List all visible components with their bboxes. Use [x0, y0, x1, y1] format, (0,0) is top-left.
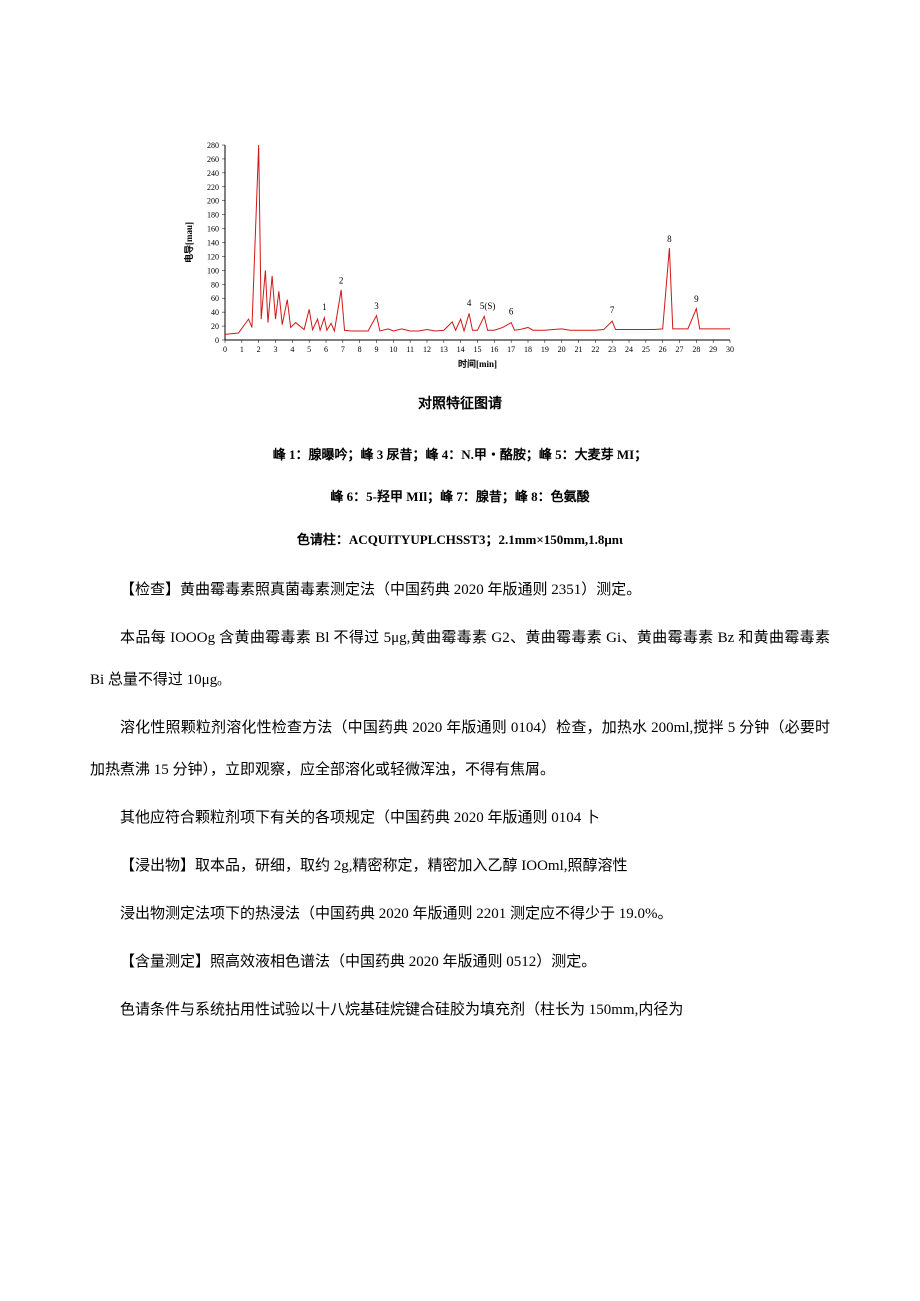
svg-text:8: 8 — [358, 345, 362, 354]
para-aflatoxin: 本品每 IOOOg 含黄曲霉毒素 Bl 不得过 5μg,黄曲霉毒素 G2、黄曲霉… — [90, 617, 830, 701]
svg-text:15: 15 — [474, 345, 482, 354]
svg-text:60: 60 — [211, 294, 219, 303]
svg-text:1: 1 — [240, 345, 244, 354]
svg-text:0: 0 — [223, 345, 227, 354]
para-extract-method: 浸出物测定法项下的热浸法（中国药典 2020 年版通则 2201 测定应不得少于… — [90, 893, 830, 935]
svg-text:28: 28 — [692, 345, 700, 354]
column-info: 色请柱：ACQUITYUPLCHSST3；2.1mm×150mm,1.8μnι — [90, 526, 830, 555]
svg-text:17: 17 — [507, 345, 515, 354]
para-extract: 【浸出物】取本品，研细，取约 2g,精密称定，精密加入乙醇 IOOml,照醇溶性 — [90, 845, 830, 887]
svg-text:时间[min]: 时间[min] — [458, 358, 497, 369]
svg-text:23: 23 — [608, 345, 616, 354]
svg-text:200: 200 — [207, 197, 219, 206]
svg-text:120: 120 — [207, 252, 219, 261]
svg-text:140: 140 — [207, 239, 219, 248]
svg-text:21: 21 — [575, 345, 583, 354]
svg-text:240: 240 — [207, 169, 219, 178]
svg-text:2: 2 — [257, 345, 261, 354]
peak-legend-2: 峰 6：5-羟甲 MIl；峰 7：腺昔；峰 8：色氨酸 — [90, 483, 830, 512]
svg-text:29: 29 — [709, 345, 717, 354]
svg-text:2: 2 — [339, 276, 344, 286]
svg-text:6: 6 — [324, 345, 328, 354]
svg-text:260: 260 — [207, 155, 219, 164]
svg-text:20: 20 — [558, 345, 566, 354]
svg-text:12: 12 — [423, 345, 431, 354]
chromatogram-chart: 0204060801001201401601802002202402602800… — [180, 140, 740, 370]
svg-text:5: 5 — [307, 345, 311, 354]
svg-text:180: 180 — [207, 211, 219, 220]
svg-text:25: 25 — [642, 345, 650, 354]
svg-text:160: 160 — [207, 225, 219, 234]
para-conditions: 色请条件与系统拈用性试验以十八烷基硅烷键合硅胶为填充剂（柱长为 150mm,内径… — [90, 989, 830, 1031]
svg-text:24: 24 — [625, 345, 633, 354]
svg-text:100: 100 — [207, 266, 219, 275]
svg-text:7: 7 — [341, 345, 345, 354]
svg-text:13: 13 — [440, 345, 448, 354]
svg-text:4: 4 — [290, 345, 294, 354]
svg-text:220: 220 — [207, 183, 219, 192]
para-assay: 【含量测定】照高效液相色谱法（中国药典 2020 年版通则 0512）测定。 — [90, 941, 830, 983]
svg-text:8: 8 — [667, 234, 672, 244]
svg-text:27: 27 — [676, 345, 684, 354]
peak-legend-1: 峰 1：腺曝吟；峰 3 尿昔；峰 4：N.甲・酪胺；峰 5：大麦芽 MI； — [90, 441, 830, 470]
svg-text:16: 16 — [490, 345, 498, 354]
svg-text:10: 10 — [389, 345, 397, 354]
svg-text:19: 19 — [541, 345, 549, 354]
svg-text:80: 80 — [211, 280, 219, 289]
para-solubility: 溶化性照颗粒剂溶化性检查方法（中国药典 2020 年版通则 0104）检查，加热… — [90, 707, 830, 791]
svg-text:30: 30 — [726, 345, 734, 354]
svg-text:3: 3 — [274, 345, 278, 354]
para-other: 其他应符合颗粒剂项下有关的各项规定（中国药典 2020 年版通则 0104 卜 — [90, 797, 830, 839]
chart-svg: 0204060801001201401601802002202402602800… — [180, 140, 740, 370]
svg-text:电导[mau]: 电导[mau] — [183, 222, 194, 263]
svg-text:11: 11 — [406, 345, 414, 354]
svg-text:20: 20 — [211, 322, 219, 331]
svg-text:18: 18 — [524, 345, 532, 354]
svg-text:3: 3 — [374, 301, 379, 311]
svg-text:9: 9 — [694, 294, 699, 304]
svg-text:4: 4 — [467, 298, 472, 308]
svg-text:22: 22 — [591, 345, 599, 354]
svg-text:14: 14 — [457, 345, 465, 354]
svg-text:5(S): 5(S) — [480, 301, 496, 311]
svg-text:1: 1 — [322, 302, 327, 312]
svg-text:6: 6 — [509, 306, 514, 316]
svg-text:0: 0 — [215, 336, 219, 345]
svg-text:7: 7 — [610, 305, 615, 315]
svg-text:280: 280 — [207, 141, 219, 150]
svg-text:40: 40 — [211, 308, 219, 317]
chart-caption: 对照特征图请 — [90, 390, 830, 421]
svg-text:9: 9 — [375, 345, 379, 354]
svg-text:26: 26 — [659, 345, 667, 354]
para-check: 【检查】黄曲霉毒素照真菌毒素测定法（中国药典 2020 年版通则 2351）测定… — [90, 569, 830, 611]
